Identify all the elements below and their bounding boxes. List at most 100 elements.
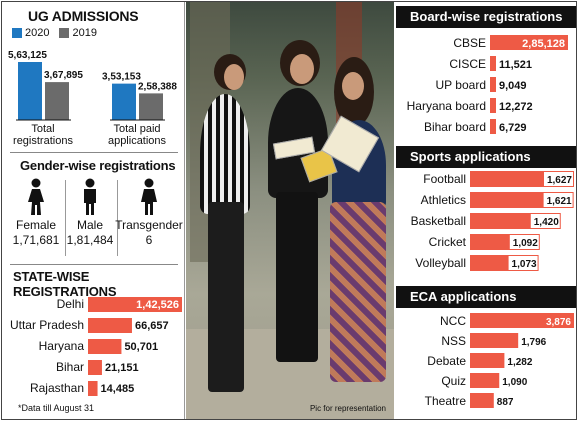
sports-chart: Football 1,627 Athletics 1,621 Basketball 1,4… — [411, 171, 574, 271]
state-title: STATE-WISE REGISTRATIONS — [13, 269, 117, 299]
right-panel: Board-wise registrations CBSE 2,85,128 CIS… — [396, 2, 576, 419]
category-label: Total — [31, 123, 54, 135]
bar — [88, 339, 122, 354]
bar — [490, 98, 496, 113]
gender-male: Male 1,81,484 — [60, 178, 120, 248]
value-label: 11,521 — [499, 59, 532, 71]
value-label: 1,796 — [521, 337, 546, 348]
divider — [117, 180, 118, 256]
bar — [88, 360, 102, 375]
gender-transgender: Transgender 6 — [114, 178, 184, 248]
category-label: Haryana — [39, 339, 85, 353]
bar — [88, 297, 182, 312]
value-label: 14,485 — [101, 383, 135, 395]
value-chip — [544, 172, 573, 186]
bar — [470, 313, 574, 328]
category-label: CBSE — [453, 36, 486, 50]
gender-title: Gender-wise registrations — [20, 158, 176, 173]
category-label: Theatre — [425, 394, 467, 408]
value-label: 50,701 — [124, 341, 158, 353]
bar — [470, 393, 494, 408]
category-label: Uttar Pradesh — [10, 318, 84, 332]
gender-label-transgender: Transgender — [115, 218, 183, 232]
category-label: Debate — [427, 354, 466, 368]
value-chip — [543, 193, 573, 207]
gender-label-male: Male — [76, 218, 103, 232]
category-label: applications — [108, 135, 167, 147]
male-icon — [60, 178, 120, 218]
value-label: 3,876 — [546, 317, 571, 328]
board-header: Board-wise registrations — [396, 6, 576, 28]
bar-2020 — [18, 62, 42, 120]
value-chip — [508, 256, 538, 270]
value-label: 6,729 — [499, 122, 527, 134]
value-label: 1,282 — [507, 357, 532, 368]
student-face — [342, 72, 364, 100]
category-label: Volleyball — [415, 256, 466, 270]
students-photo: Pic for representation — [186, 2, 394, 419]
student-pants — [276, 192, 318, 362]
legend-item-2019: 2019 — [59, 27, 97, 39]
gender-value-male: 1,81,484 — [66, 233, 114, 247]
bar-2019 — [139, 93, 163, 120]
value-label: 1,420 — [534, 217, 559, 228]
legend-item-2020: 2020 — [12, 27, 49, 39]
category-label: Bihar — [56, 360, 84, 374]
category-label: Quiz — [441, 374, 466, 388]
value-label: 1,621 — [547, 196, 572, 207]
bar — [470, 333, 519, 348]
value-label-2020: 5,63,125 — [8, 50, 47, 61]
state-chart: Delhi 1,42,526 Uttar Pradesh 66,657 Haryana 5… — [10, 297, 182, 396]
divider — [10, 264, 178, 265]
female-icon — [6, 178, 66, 218]
gender-label-female: Female — [15, 218, 56, 232]
value-label: 1,090 — [502, 377, 527, 388]
value-label-2019: 2,58,388 — [138, 81, 177, 92]
bar — [470, 353, 505, 368]
sports-header: Sports applications — [396, 146, 576, 168]
student-jeans — [208, 202, 244, 392]
category-label: Haryana board — [407, 99, 486, 113]
gender-value-female: 1,71,681 — [12, 233, 60, 247]
photo-credit: Pic for representation — [309, 404, 386, 413]
legend-swatch-2019 — [59, 28, 70, 38]
category-label: Rajasthan — [30, 381, 84, 395]
value-chip — [530, 214, 560, 228]
left-panel: UG ADMISSIONS 2020 2019 5,63,125 3,67,895… — [2, 2, 185, 419]
student-face — [224, 64, 244, 90]
legend-label-2019: 2019 — [72, 27, 97, 39]
student-face — [290, 54, 314, 84]
ug-admissions-title: UG ADMISSIONS — [28, 8, 139, 24]
footnote: *Data till August 31 — [18, 403, 95, 413]
category-label: Total paid — [113, 123, 160, 135]
value-label: 887 — [497, 397, 514, 408]
category-label: Athletics — [421, 193, 466, 207]
value-label: 1,073 — [512, 259, 537, 270]
value-label: 12,272 — [499, 101, 533, 113]
board-chart: CBSE 2,85,128 CISCE 11,521 UP board 9,049 Hary… — [407, 35, 568, 134]
value-chip — [509, 235, 539, 249]
gender-value-transgender: 6 — [145, 233, 153, 247]
value-label: 9,049 — [499, 80, 527, 92]
divider — [65, 180, 66, 256]
bar — [490, 56, 496, 71]
category-label: NSS — [441, 334, 466, 348]
eca-header: ECA applications — [396, 286, 576, 308]
student-skirt — [330, 202, 386, 382]
bar — [88, 318, 132, 333]
category-label: Football — [423, 172, 466, 186]
value-label: 66,657 — [135, 320, 169, 332]
value-label: 1,627 — [547, 175, 572, 186]
bar — [490, 119, 496, 134]
category-label: Bihar board — [424, 120, 486, 134]
value-label: 21,151 — [105, 362, 139, 374]
category-label: Cricket — [429, 235, 467, 249]
bar-2019 — [45, 82, 69, 120]
category-label: CISCE — [449, 57, 486, 71]
transgender-icon — [114, 178, 184, 218]
student-top — [200, 94, 250, 214]
bar — [88, 381, 98, 396]
bar — [490, 77, 496, 92]
category-label: NCC — [440, 314, 466, 328]
